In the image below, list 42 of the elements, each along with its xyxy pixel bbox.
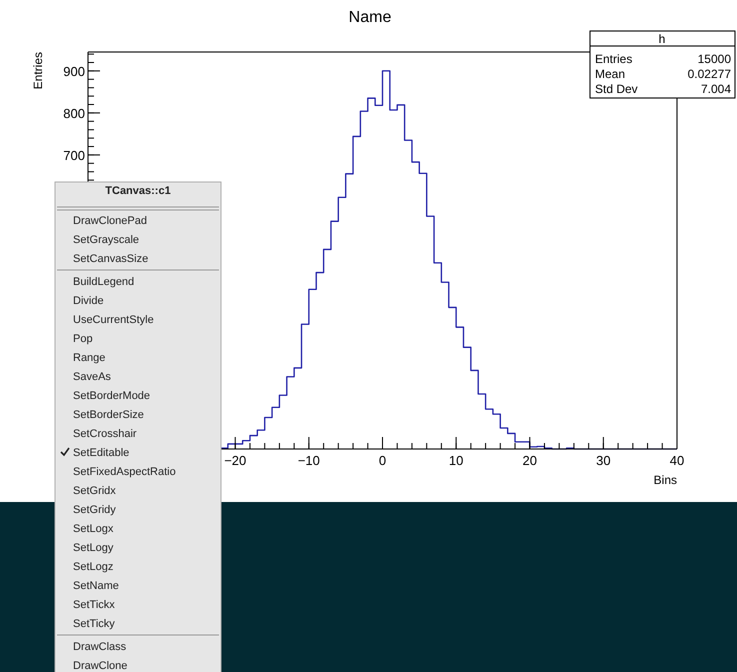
text: DrawClass <box>73 641 126 653</box>
annotation: SetBorderMode <box>73 390 150 402</box>
chart-title: Name <box>348 9 392 26</box>
x-tick-label: 20 <box>522 453 537 468</box>
annotation: SetCanvasSize <box>73 253 148 265</box>
text: SetTickx <box>73 599 115 611</box>
annotation: BuildLegend <box>73 276 134 288</box>
text: SetLogy <box>73 542 114 554</box>
annotation: SetBorderSize <box>73 409 144 421</box>
text: SetGridx <box>73 485 116 497</box>
annotation: Pop <box>73 333 93 345</box>
y-tick-label: 800 <box>63 106 85 121</box>
x-tick-label: −10 <box>298 453 320 468</box>
x-axis-title: Bins <box>654 473 677 487</box>
annotation: Entries <box>595 52 632 66</box>
y-tick-label: 700 <box>63 148 85 163</box>
x-tick-label: −20 <box>224 453 246 468</box>
text: SetTicky <box>73 618 115 630</box>
annotation: Divide <box>73 295 104 307</box>
text: SetFixedAspectRatio <box>73 466 176 478</box>
text: SetName <box>73 580 119 592</box>
text: SetLogx <box>73 523 114 535</box>
y-axis-title: Entries <box>31 52 45 90</box>
x-tick-label: 40 <box>670 453 684 468</box>
stats-box: h Entries 15000 Mean 0.02277 Std Dev 7.004 <box>590 30 736 98</box>
annotation: Range <box>73 352 106 364</box>
annotation: SetCrosshair <box>73 428 137 440</box>
annotation: SaveAs <box>73 371 112 383</box>
annotation: Std Dev <box>595 82 638 96</box>
annotation: SetGrayscale <box>73 234 140 246</box>
annotation: DrawClonePad <box>73 215 147 227</box>
text: DrawClone <box>73 660 128 672</box>
annotation: TCanvas::c1 <box>105 185 171 197</box>
text: SetGridy <box>73 504 116 516</box>
x-tick-label: 10 <box>448 453 464 468</box>
x-tick-label: 0 <box>378 453 386 468</box>
y-tick-label: 900 <box>63 64 85 79</box>
annotation: Mean <box>595 67 626 81</box>
annotation: UseCurrentStyle <box>73 314 154 326</box>
text: SetLogz <box>73 561 114 573</box>
annotation: SetEditable <box>73 447 130 459</box>
x-tick-label: 30 <box>596 453 611 468</box>
